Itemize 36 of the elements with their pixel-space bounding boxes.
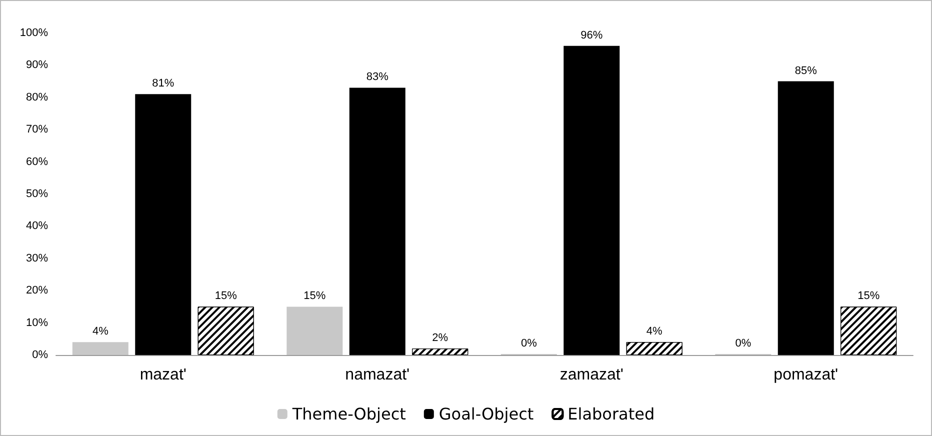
bar <box>135 94 192 355</box>
x-tick-label: pomazat' <box>774 366 838 384</box>
data-label: 85% <box>794 64 818 77</box>
y-tick-label: 30% <box>26 252 48 264</box>
legend-label: Goal-Object <box>438 404 534 424</box>
legend-label: Theme-Object <box>291 404 406 424</box>
data-label: 4% <box>646 326 663 338</box>
y-tick-label: 90% <box>26 59 48 72</box>
bar <box>286 306 343 355</box>
y-tick-label: 0% <box>32 349 48 361</box>
y-tick-label: 100% <box>20 27 48 39</box>
data-label: 4% <box>92 326 109 338</box>
y-tick-label: 60% <box>26 156 48 168</box>
bar <box>564 46 620 355</box>
y-tick-label: 80% <box>26 91 48 104</box>
x-tick-label: mazat' <box>140 366 186 384</box>
bar <box>349 88 406 355</box>
data-label: 96% <box>580 29 603 42</box>
x-tick-label: zamazat' <box>560 366 624 384</box>
y-tick-label: 40% <box>26 220 48 232</box>
data-label: 83% <box>366 71 389 84</box>
y-tick-label: 10% <box>26 316 48 329</box>
data-label: 0% <box>735 338 752 350</box>
bar <box>72 342 128 355</box>
y-tick-label: 50% <box>26 188 48 200</box>
data-label: 0% <box>520 338 538 350</box>
y-tick-label: 20% <box>26 284 48 297</box>
y-tick-label: 70% <box>26 124 48 136</box>
data-label: 81% <box>152 78 174 90</box>
data-label: 2% <box>432 332 448 344</box>
data-label: 15% <box>304 290 326 302</box>
data-label: 15% <box>214 290 238 302</box>
data-label: 15% <box>858 290 880 302</box>
bar <box>778 81 834 355</box>
legend-label: Elaborated <box>568 404 655 424</box>
x-tick-label: namazat' <box>345 366 410 384</box>
